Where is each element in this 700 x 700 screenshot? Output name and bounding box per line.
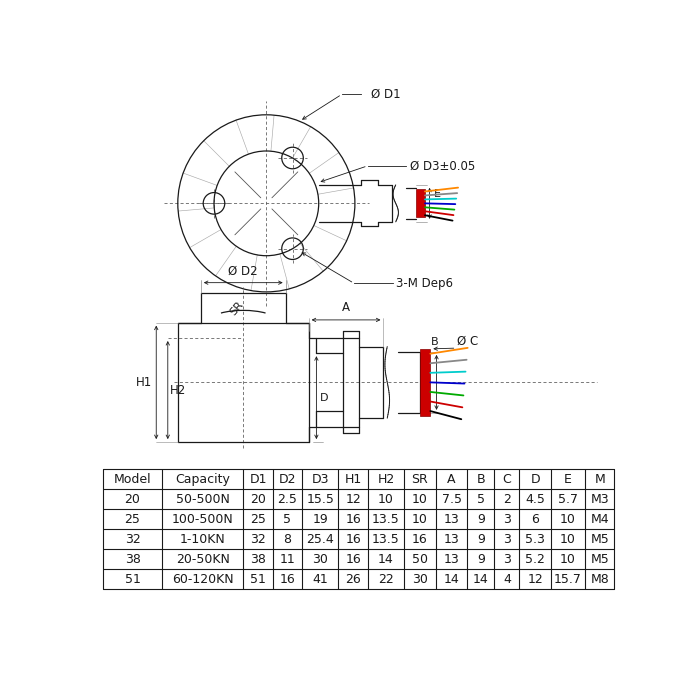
Text: D1: D1 (249, 473, 267, 486)
Text: H1: H1 (344, 473, 362, 486)
Text: 2: 2 (503, 493, 511, 505)
Text: E: E (564, 473, 572, 486)
Text: 10: 10 (560, 512, 576, 526)
Bar (416, 190, 425, 217)
Text: 13.5: 13.5 (372, 512, 400, 526)
Text: 13: 13 (444, 552, 459, 566)
Text: 22: 22 (378, 573, 394, 586)
Text: 12: 12 (527, 573, 543, 586)
Text: 10: 10 (560, 533, 576, 545)
Text: 10: 10 (378, 493, 394, 505)
Text: 5: 5 (284, 512, 291, 526)
Text: Ø D2: Ø D2 (228, 265, 258, 277)
Text: D3: D3 (312, 473, 329, 486)
Text: M5: M5 (590, 533, 609, 545)
Text: Ø C: Ø C (456, 335, 478, 347)
Text: 4.5: 4.5 (525, 493, 545, 505)
Text: 51: 51 (125, 573, 141, 586)
Text: 38: 38 (250, 552, 266, 566)
Text: 13.5: 13.5 (372, 533, 400, 545)
Text: 14: 14 (444, 573, 459, 586)
Text: 13: 13 (444, 512, 459, 526)
Text: Capacity: Capacity (175, 473, 230, 486)
Text: 3: 3 (503, 512, 511, 526)
Bar (419, 349, 430, 416)
Text: 6: 6 (531, 512, 539, 526)
Text: B: B (477, 473, 485, 486)
Text: 20: 20 (125, 493, 141, 505)
Text: SR: SR (228, 300, 246, 318)
Text: 8: 8 (284, 533, 291, 545)
Text: 25: 25 (125, 512, 141, 526)
Text: 5.7: 5.7 (558, 493, 578, 505)
Text: 2.5: 2.5 (278, 493, 298, 505)
Text: 15.5: 15.5 (307, 493, 334, 505)
Text: B: B (431, 337, 439, 347)
Text: 9: 9 (477, 512, 485, 526)
Text: H1: H1 (136, 376, 153, 389)
Text: 20-50KN: 20-50KN (176, 552, 230, 566)
Text: 16: 16 (412, 533, 428, 545)
Text: 60-120KN: 60-120KN (172, 573, 234, 586)
Text: 16: 16 (279, 573, 295, 586)
Text: SR: SR (412, 473, 428, 486)
Text: M8: M8 (590, 573, 609, 586)
Text: 5.3: 5.3 (525, 533, 545, 545)
Text: 41: 41 (312, 573, 328, 586)
Text: 5.2: 5.2 (525, 552, 545, 566)
Text: 14: 14 (473, 573, 489, 586)
Text: 16: 16 (345, 512, 361, 526)
Text: 9: 9 (477, 533, 485, 545)
Text: 1-10KN: 1-10KN (180, 533, 225, 545)
Text: 15.7: 15.7 (554, 573, 582, 586)
Text: D2: D2 (279, 473, 296, 486)
Text: 10: 10 (412, 493, 428, 505)
Text: H2: H2 (377, 473, 395, 486)
Text: 3-M Dep6: 3-M Dep6 (396, 276, 454, 290)
Text: 10: 10 (560, 552, 576, 566)
Text: H2: H2 (170, 384, 186, 397)
Text: M4: M4 (590, 512, 609, 526)
Text: 38: 38 (125, 552, 141, 566)
Text: 30: 30 (412, 573, 428, 586)
Text: 11: 11 (279, 552, 295, 566)
Text: 5: 5 (477, 493, 485, 505)
Text: A: A (342, 301, 350, 314)
Text: Ø D1: Ø D1 (371, 88, 401, 101)
Text: 3: 3 (503, 533, 511, 545)
Text: 19: 19 (312, 512, 328, 526)
Text: 4: 4 (503, 573, 511, 586)
Text: C: C (503, 473, 511, 486)
Text: 32: 32 (125, 533, 141, 545)
Text: 25: 25 (250, 512, 266, 526)
Text: 25.4: 25.4 (307, 533, 334, 545)
Text: 7.5: 7.5 (442, 493, 461, 505)
Text: M3: M3 (590, 493, 609, 505)
Text: E: E (434, 190, 441, 200)
Text: M: M (594, 473, 605, 486)
Text: 26: 26 (345, 573, 361, 586)
Text: D: D (319, 393, 328, 402)
Text: 16: 16 (345, 533, 361, 545)
Text: 51: 51 (250, 573, 266, 586)
Text: 50-500N: 50-500N (176, 493, 230, 505)
Text: 16: 16 (345, 552, 361, 566)
Text: Ø D3±0.05: Ø D3±0.05 (410, 160, 475, 172)
Text: 13: 13 (444, 533, 459, 545)
Text: Model: Model (113, 473, 151, 486)
Text: 9: 9 (477, 552, 485, 566)
Text: 50: 50 (412, 552, 428, 566)
Text: 10: 10 (412, 512, 428, 526)
Text: 20: 20 (250, 493, 266, 505)
Text: 30: 30 (312, 552, 328, 566)
Text: 32: 32 (250, 533, 266, 545)
Text: A: A (447, 473, 456, 486)
Text: M5: M5 (590, 552, 609, 566)
Text: 3: 3 (503, 552, 511, 566)
Text: 12: 12 (345, 493, 361, 505)
Text: 100-500N: 100-500N (172, 512, 234, 526)
Text: D: D (531, 473, 540, 486)
Text: 14: 14 (378, 552, 394, 566)
